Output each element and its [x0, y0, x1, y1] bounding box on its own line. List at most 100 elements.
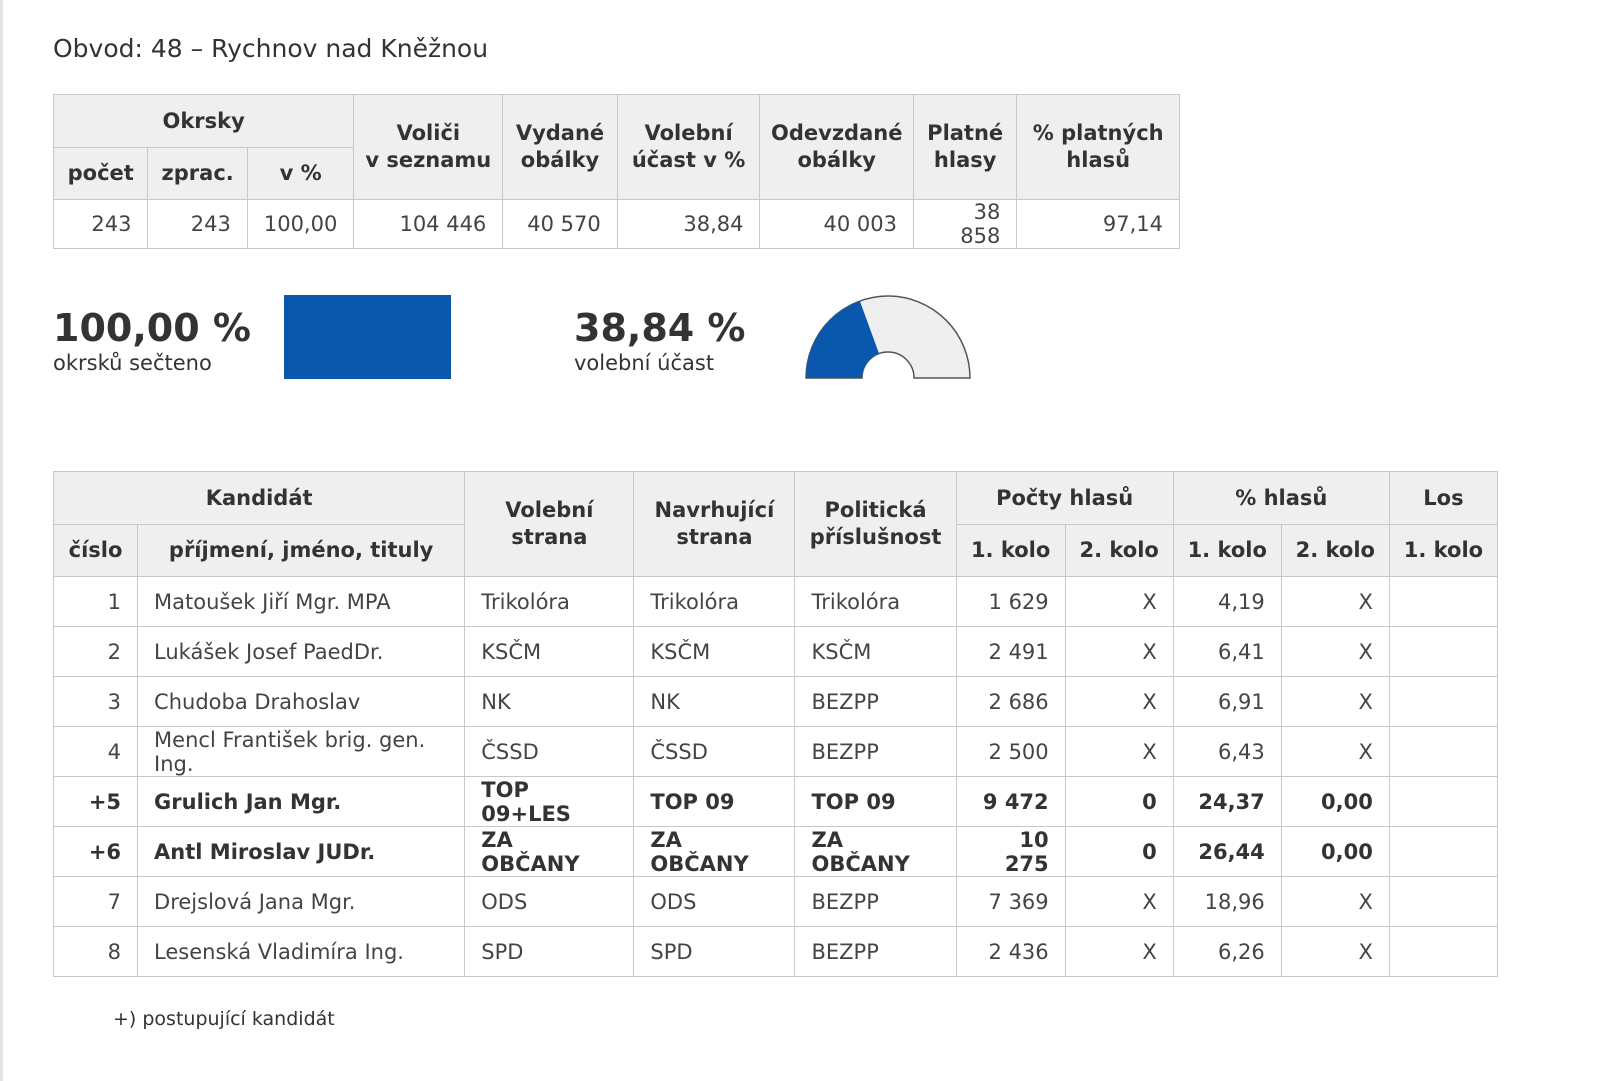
cell-politicka-prislusnost: BEZPP	[794, 726, 957, 777]
header-jmeno: příjmení, jméno, tituly	[137, 524, 466, 577]
cell-volebni-strana: ČSSD	[464, 726, 635, 777]
cell-volebni-strana: ODS	[464, 876, 635, 927]
cell-pct-kolo2: 0,00	[1280, 776, 1390, 827]
cell-volebni-strana: Trikolóra	[464, 576, 635, 627]
value-zprac: 243	[147, 199, 248, 249]
header-pocet: počet	[52, 147, 149, 200]
cell-pct-kolo1: 6,26	[1172, 926, 1282, 977]
cell-volebni-strana: KSČM	[464, 626, 635, 677]
cell-navrhujici-strana: ČSSD	[633, 726, 796, 777]
cell-politicka-prislusnost: BEZPP	[794, 676, 957, 727]
header-ucast: Volební účast v %	[616, 94, 761, 200]
footnote: +) postupující kandidát	[113, 1008, 335, 1030]
cell-pct-kolo2: X	[1280, 676, 1390, 727]
cell-navrhujici-strana: SPD	[633, 926, 796, 977]
cell-politicka-prislusnost: Trikolóra	[794, 576, 957, 627]
cell-pct-kolo2: X	[1280, 726, 1390, 777]
cell-volebni-strana: SPD	[464, 926, 635, 977]
cell-hlasy-kolo1: 10 275	[955, 826, 1066, 877]
cell-hlasy-kolo1: 2 500	[955, 726, 1066, 777]
header-kandidat: Kandidát	[52, 471, 466, 525]
cell-hlasy-kolo2: 0	[1064, 776, 1174, 827]
value-ucast: 38,84	[616, 199, 761, 249]
cell-hlasy-kolo1: 9 472	[955, 776, 1066, 827]
cell-cislo: 4	[52, 726, 139, 777]
cell-los	[1388, 676, 1499, 727]
turnout-label: volební účast	[574, 351, 715, 375]
cell-hlasy-kolo2: X	[1064, 926, 1174, 977]
turnout-metric: 38,84 % volební účast	[574, 306, 746, 376]
cell-jmeno: Matoušek Jiří Mgr. MPA	[137, 576, 466, 627]
header-pct-hlasu: % hlasů	[1172, 471, 1390, 525]
cell-hlasy-kolo1: 2 491	[955, 626, 1066, 677]
cell-hlasy-kolo2: X	[1064, 676, 1174, 727]
cell-jmeno: Grulich Jan Mgr.	[137, 776, 466, 827]
cell-navrhujici-strana: KSČM	[633, 626, 796, 677]
cell-navrhujici-strana: ZA OBČANY	[633, 826, 796, 877]
turnout-gauge-fill	[806, 300, 880, 378]
cell-cislo: 8	[52, 926, 139, 977]
cell-navrhujici-strana: Trikolóra	[633, 576, 796, 627]
counted-progress-fill	[284, 295, 451, 379]
cell-jmeno: Lesenská Vladimíra Ing.	[137, 926, 466, 977]
counted-value: 100,00 %	[53, 306, 251, 350]
cell-hlasy-kolo1: 2 686	[955, 676, 1066, 727]
summary-row: 243 243 100,00 104 446 40 570 38,84 40 0…	[52, 199, 1180, 249]
header-hlasy-kolo2: 2. kolo	[1064, 524, 1174, 577]
cell-hlasy-kolo1: 7 369	[955, 876, 1066, 927]
header-volebni-strana: Volební strana	[464, 471, 635, 577]
cell-cislo: +6	[52, 826, 139, 877]
cell-los	[1388, 626, 1499, 677]
header-cislo: číslo	[52, 524, 139, 577]
cell-los	[1388, 576, 1499, 627]
cell-pct-kolo1: 4,19	[1172, 576, 1282, 627]
cell-los	[1388, 876, 1499, 927]
cell-navrhujici-strana: ODS	[633, 876, 796, 927]
header-navrhujici-strana: Navrhující strana	[633, 471, 796, 577]
page-left-edge	[0, 0, 3, 1081]
cell-pct-kolo1: 24,37	[1172, 776, 1282, 827]
cell-hlasy-kolo2: X	[1064, 626, 1174, 677]
header-volici: Voliči v seznamu	[353, 94, 504, 200]
cell-pct-kolo1: 6,41	[1172, 626, 1282, 677]
cell-hlasy-kolo2: X	[1064, 576, 1174, 627]
cell-pct-kolo2: X	[1280, 576, 1390, 627]
header-v-pct: v %	[246, 147, 355, 200]
value-pocet: 243	[52, 199, 149, 249]
header-los-kolo1: 1. kolo	[1388, 524, 1499, 577]
summary-table: Okrsky Voliči v seznamu Vydané obálky Vole…	[52, 94, 1180, 249]
header-pct-platnych: % platných hlasů	[1016, 94, 1180, 200]
cell-hlasy-kolo2: 0	[1064, 826, 1174, 877]
cell-volebni-strana: TOP 09+LES	[464, 776, 635, 827]
cell-pct-kolo1: 6,43	[1172, 726, 1282, 777]
header-okrsky: Okrsky	[52, 94, 355, 148]
header-pct-kolo2: 2. kolo	[1280, 524, 1390, 577]
turnout-gauge	[805, 295, 971, 379]
candidate-row: 2 Lukášek Josef PaedDr. KSČM KSČM KSČM 2 491 X…	[52, 626, 1499, 677]
cell-hlasy-kolo1: 1 629	[955, 576, 1066, 627]
cell-cislo: 2	[52, 626, 139, 677]
candidate-row: 4 Mencl František brig. gen. Ing. ČSSD ČSSD…	[52, 726, 1499, 777]
cell-hlasy-kolo2: X	[1064, 876, 1174, 927]
cell-cislo: 1	[52, 576, 139, 627]
cell-pct-kolo1: 18,96	[1172, 876, 1282, 927]
cell-navrhujici-strana: NK	[633, 676, 796, 727]
candidate-row: +5 Grulich Jan Mgr. TOP 09+LES TOP 09 TOP 09…	[52, 776, 1499, 827]
cell-politicka-prislusnost: BEZPP	[794, 926, 957, 977]
cell-los	[1388, 826, 1499, 877]
cell-politicka-prislusnost: ZA OBČANY	[794, 826, 957, 877]
cell-los	[1388, 726, 1499, 777]
value-v-pct: 100,00	[246, 199, 355, 249]
header-odevzdane: Odevzdané obálky	[759, 94, 914, 200]
header-pct-kolo1: 1. kolo	[1172, 524, 1282, 577]
header-vydane: Vydané obálky	[502, 94, 618, 200]
value-vydane: 40 570	[502, 199, 618, 249]
header-pocty-hlasu: Počty hlasů	[955, 471, 1174, 525]
cell-cislo: +5	[52, 776, 139, 827]
cell-jmeno: Mencl František brig. gen. Ing.	[137, 726, 466, 777]
cell-jmeno: Drejslová Jana Mgr.	[137, 876, 466, 927]
header-hlasy-kolo1: 1. kolo	[955, 524, 1066, 577]
cell-politicka-prislusnost: TOP 09	[794, 776, 957, 827]
cell-pct-kolo2: X	[1280, 926, 1390, 977]
cell-pct-kolo1: 6,91	[1172, 676, 1282, 727]
